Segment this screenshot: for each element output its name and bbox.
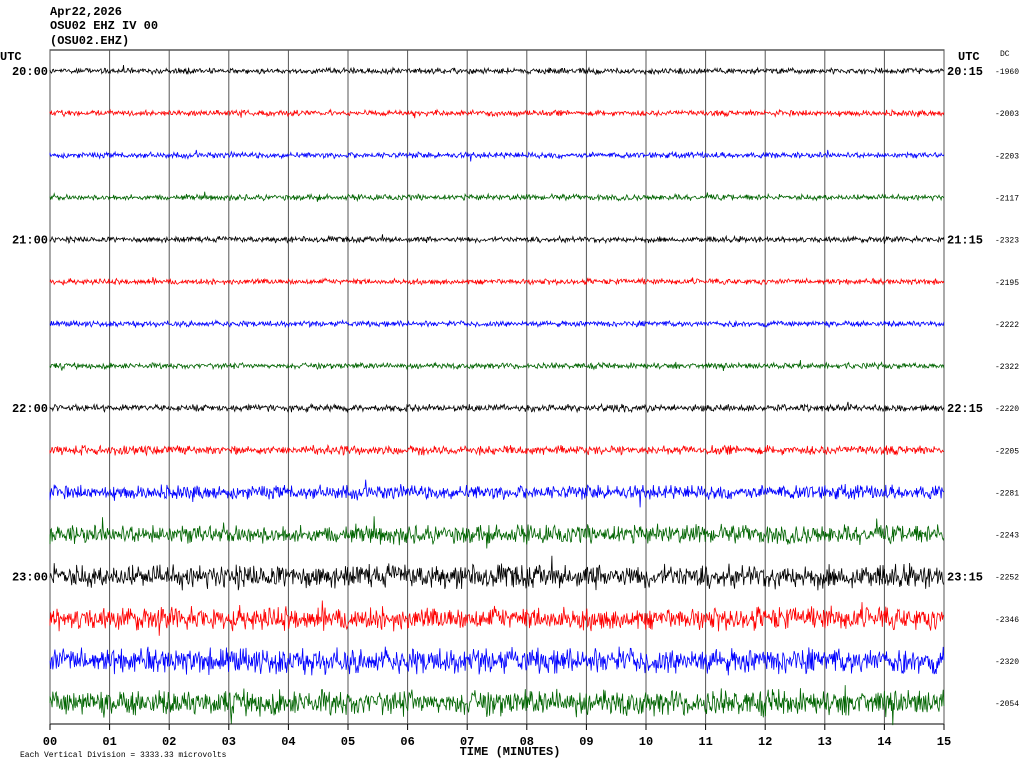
dc-value: -2205 <box>995 447 1019 456</box>
x-tick-label: 04 <box>281 735 295 749</box>
trace <box>49 64 944 76</box>
trace <box>49 277 945 286</box>
dc-value: -2195 <box>995 279 1019 288</box>
x-tick-label: 02 <box>162 735 176 749</box>
dc-value: -2220 <box>995 405 1019 414</box>
x-tick-label: 09 <box>579 735 593 749</box>
dc-value: -1960 <box>995 68 1019 77</box>
dc-label: DC <box>1000 50 1010 59</box>
x-tick-label: 00 <box>43 735 57 749</box>
dc-value: -2322 <box>995 363 1019 372</box>
trace <box>49 108 945 119</box>
channel: OSU02 EHZ IV 00 <box>50 19 158 33</box>
right-time: 20:15 <box>947 65 983 79</box>
trace <box>49 600 945 636</box>
trace <box>49 359 945 371</box>
date: Apr22,2026 <box>50 5 122 19</box>
dc-value: -2203 <box>995 152 1019 161</box>
dc-value: -2320 <box>995 658 1019 667</box>
left-time: 22:00 <box>12 402 48 416</box>
dc-value: -2252 <box>995 574 1019 583</box>
x-tick-label: 06 <box>400 735 414 749</box>
station: (OSU02.EHZ) <box>50 34 129 48</box>
dc-value: -2054 <box>995 700 1019 709</box>
dc-value: -2281 <box>995 489 1019 498</box>
trace <box>49 149 945 162</box>
x-tick-label: 01 <box>102 735 116 749</box>
left-utc: UTC <box>0 50 22 64</box>
x-tick-label: 14 <box>877 735 891 749</box>
left-time: 21:00 <box>12 234 48 248</box>
footer: Each Vertical Division = 3333.33 microvo… <box>20 751 227 760</box>
trace <box>49 555 945 591</box>
x-tick-label: 15 <box>937 735 951 749</box>
trace <box>49 234 945 245</box>
trace <box>49 319 945 329</box>
left-time: 20:00 <box>12 65 48 79</box>
right-time: 22:15 <box>947 402 983 416</box>
dc-value: -2346 <box>995 616 1019 625</box>
dc-value: -2243 <box>995 532 1019 541</box>
x-tick-label: 03 <box>222 735 236 749</box>
plot-frame <box>49 49 945 725</box>
trace <box>49 479 945 508</box>
dc-value: -2117 <box>995 194 1019 203</box>
trace <box>49 443 945 457</box>
trace <box>49 685 945 726</box>
right-time: 23:15 <box>947 571 983 585</box>
x-tick-label: 11 <box>698 735 712 749</box>
right-utc: UTC <box>958 50 980 64</box>
trace <box>49 646 945 676</box>
trace <box>49 516 945 549</box>
x-tick-label: 10 <box>639 735 653 749</box>
x-axis-label: TIME (MINUTES) <box>460 745 561 759</box>
dc-value: -2222 <box>995 321 1019 330</box>
x-tick-label: 08 <box>520 735 534 749</box>
trace <box>49 401 945 414</box>
right-time: 21:15 <box>947 234 983 248</box>
dc-value: -2323 <box>995 237 1019 246</box>
trace <box>49 191 945 203</box>
left-time: 23:00 <box>12 571 48 585</box>
x-tick-label: 13 <box>818 735 832 749</box>
x-tick-label: 12 <box>758 735 772 749</box>
dc-value: -2003 <box>995 110 1019 119</box>
x-tick-label: 07 <box>460 735 474 749</box>
x-tick-label: 05 <box>341 735 355 749</box>
